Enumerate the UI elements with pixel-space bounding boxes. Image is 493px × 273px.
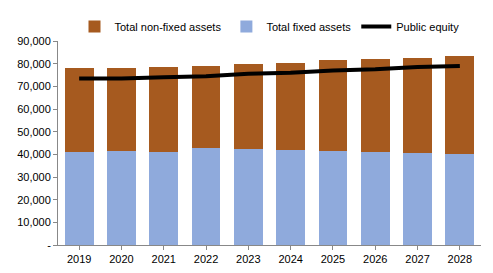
svg-text:50,000: 50,000	[17, 126, 51, 138]
svg-text:20,000: 20,000	[17, 194, 51, 206]
svg-text:2023: 2023	[236, 253, 260, 265]
svg-text:30,000: 30,000	[17, 171, 51, 183]
svg-text:2028: 2028	[448, 253, 472, 265]
svg-text:40,000: 40,000	[17, 148, 51, 160]
svg-text:Total non-fixed assets: Total non-fixed assets	[115, 21, 222, 33]
svg-text:2021: 2021	[152, 253, 176, 265]
svg-text:-: -	[47, 239, 51, 251]
svg-text:2019: 2019	[67, 253, 91, 265]
svg-text:2025: 2025	[321, 253, 345, 265]
svg-text:2022: 2022	[194, 253, 218, 265]
svg-text:60,000: 60,000	[17, 103, 51, 115]
svg-text:2026: 2026	[363, 253, 387, 265]
svg-text:Total fixed assets: Total fixed assets	[266, 21, 351, 33]
svg-text:2027: 2027	[405, 253, 429, 265]
svg-text:80,000: 80,000	[17, 58, 51, 70]
svg-text:90,000: 90,000	[17, 35, 51, 47]
svg-text:70,000: 70,000	[17, 80, 51, 92]
svg-text:2024: 2024	[278, 253, 302, 265]
svg-text:2020: 2020	[109, 253, 133, 265]
svg-text:10,000: 10,000	[17, 216, 51, 228]
svg-text:Public equity: Public equity	[396, 21, 459, 33]
